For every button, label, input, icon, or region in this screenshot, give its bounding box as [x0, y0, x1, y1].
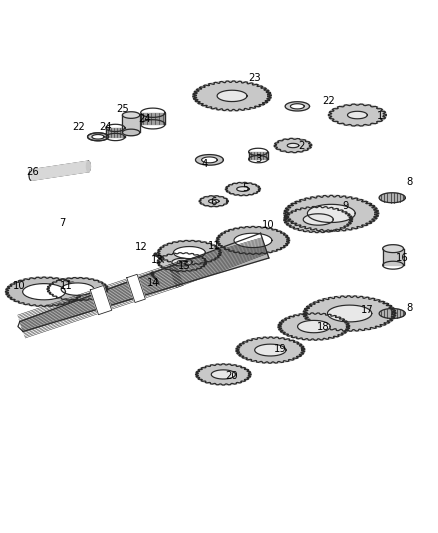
Text: 8: 8 — [406, 176, 413, 187]
Text: 2: 2 — [299, 141, 305, 150]
Polygon shape — [157, 253, 207, 272]
Polygon shape — [383, 245, 403, 253]
Polygon shape — [172, 259, 192, 266]
Text: 3: 3 — [255, 154, 261, 164]
Text: 11: 11 — [208, 240, 220, 251]
Polygon shape — [290, 104, 304, 109]
Polygon shape — [92, 134, 104, 139]
Polygon shape — [226, 182, 261, 196]
Polygon shape — [61, 283, 94, 295]
Polygon shape — [30, 161, 89, 180]
Polygon shape — [327, 305, 372, 322]
Polygon shape — [328, 104, 386, 126]
Text: 4: 4 — [202, 159, 208, 169]
Polygon shape — [122, 129, 140, 136]
Text: 24: 24 — [99, 122, 112, 132]
Text: 25: 25 — [116, 104, 129, 114]
Text: 8: 8 — [406, 303, 413, 313]
Polygon shape — [307, 204, 355, 222]
Polygon shape — [6, 277, 83, 306]
Text: 18: 18 — [317, 321, 330, 332]
Text: 17: 17 — [360, 305, 373, 315]
Polygon shape — [217, 90, 247, 102]
Polygon shape — [211, 370, 236, 379]
Polygon shape — [303, 214, 333, 225]
Text: 20: 20 — [225, 371, 237, 381]
Text: 22: 22 — [72, 122, 85, 132]
Text: 6: 6 — [211, 197, 217, 207]
Text: 12: 12 — [135, 242, 148, 252]
Text: 19: 19 — [274, 344, 286, 354]
Text: 24: 24 — [138, 115, 151, 124]
Text: 10: 10 — [261, 220, 274, 230]
Polygon shape — [284, 196, 379, 231]
Text: 10: 10 — [13, 281, 25, 291]
Polygon shape — [196, 364, 251, 385]
Polygon shape — [379, 309, 405, 318]
Polygon shape — [88, 133, 109, 141]
Polygon shape — [199, 196, 228, 207]
Polygon shape — [20, 233, 269, 332]
Polygon shape — [278, 313, 350, 340]
Polygon shape — [284, 206, 353, 232]
Polygon shape — [347, 111, 367, 119]
Polygon shape — [195, 155, 223, 165]
Polygon shape — [86, 161, 90, 172]
Polygon shape — [193, 81, 271, 111]
Polygon shape — [208, 199, 219, 203]
Polygon shape — [254, 344, 286, 356]
Text: 11: 11 — [60, 281, 72, 291]
Text: 22: 22 — [322, 96, 335, 106]
Polygon shape — [234, 233, 272, 248]
Polygon shape — [216, 227, 290, 254]
Polygon shape — [285, 102, 310, 111]
Polygon shape — [297, 320, 330, 333]
Polygon shape — [236, 337, 305, 363]
Polygon shape — [303, 296, 396, 331]
Text: 26: 26 — [26, 167, 39, 176]
Polygon shape — [47, 278, 108, 301]
Text: 7: 7 — [59, 218, 66, 228]
Polygon shape — [201, 157, 217, 163]
Polygon shape — [90, 286, 112, 314]
Text: 1: 1 — [377, 111, 383, 122]
Text: 13: 13 — [151, 255, 163, 265]
Text: 5: 5 — [242, 183, 248, 193]
Text: 9: 9 — [342, 200, 348, 211]
Text: 23: 23 — [248, 74, 261, 84]
Polygon shape — [237, 187, 249, 191]
Text: 15: 15 — [178, 261, 191, 271]
Text: 14: 14 — [147, 278, 159, 288]
Text: 16: 16 — [396, 253, 408, 263]
Polygon shape — [157, 240, 221, 265]
Polygon shape — [23, 284, 65, 300]
Polygon shape — [173, 246, 205, 259]
Polygon shape — [127, 274, 145, 303]
Polygon shape — [287, 143, 299, 148]
Polygon shape — [122, 112, 140, 118]
Polygon shape — [274, 139, 312, 152]
Polygon shape — [379, 193, 405, 203]
